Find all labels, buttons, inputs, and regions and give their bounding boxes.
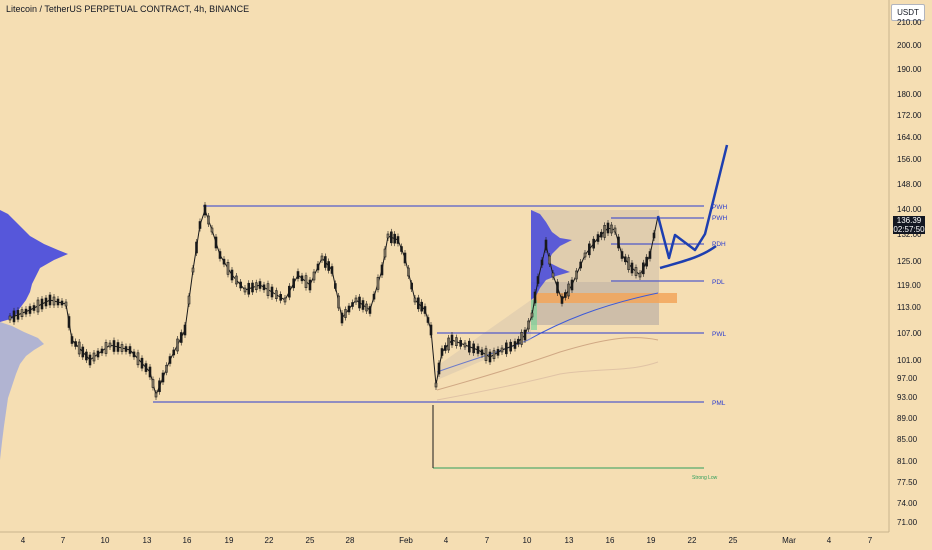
price-tick-label: 81.00 xyxy=(897,457,918,466)
price-tick-label: 74.00 xyxy=(897,499,918,508)
current-price: 136.39 xyxy=(896,216,922,225)
time-tick-label: 25 xyxy=(729,536,738,545)
time-tick-label: 7 xyxy=(61,536,66,545)
level-label-pwh-2: PWH xyxy=(712,215,727,222)
left-volume-profile xyxy=(0,210,68,460)
price-tick-label: 172.00 xyxy=(897,111,922,120)
order-block xyxy=(536,293,677,303)
range-zone xyxy=(531,210,677,330)
time-tick-label: 4 xyxy=(21,536,26,545)
price-tick-label: 132.00 xyxy=(897,230,922,239)
chart-title: Litecoin / TetherUS PERPETUAL CONTRACT, … xyxy=(6,4,250,14)
price-tick-label: 148.00 xyxy=(897,180,922,189)
time-tick-label: 4 xyxy=(827,536,832,545)
level-label-pwl: PWL xyxy=(712,331,726,338)
time-tick-label: 16 xyxy=(606,536,615,545)
current-price-tag: 136.39 02:57:50 xyxy=(893,216,925,234)
price-tick-label: 140.00 xyxy=(897,205,922,214)
price-tick-label: 85.00 xyxy=(897,435,918,444)
time-tick-label: Mar xyxy=(782,536,796,545)
currency-button[interactable]: USDT xyxy=(891,4,925,21)
price-tick-label: 190.00 xyxy=(897,65,922,74)
price-tick-label: 107.00 xyxy=(897,329,922,338)
time-tick-label: 13 xyxy=(143,536,152,545)
price-tick-label: 210.00 xyxy=(897,18,922,27)
level-label-pml: PML xyxy=(712,400,726,407)
projection-path xyxy=(656,144,729,260)
price-tick-label: 93.00 xyxy=(897,393,918,402)
price-tick-label: 97.00 xyxy=(897,374,918,383)
time-tick-label: 28 xyxy=(346,536,355,545)
price-tick-label: 89.00 xyxy=(897,414,918,423)
price-tick-label: 200.00 xyxy=(897,41,922,50)
price-tick-label: 119.00 xyxy=(897,281,921,290)
price-tick-label: 101.00 xyxy=(897,356,922,365)
time-tick-label: 10 xyxy=(101,536,110,545)
time-tick-label: 13 xyxy=(565,536,574,545)
price-tick-label: 71.00 xyxy=(897,518,918,527)
ema-bands xyxy=(436,292,659,401)
candlestick-series xyxy=(8,202,659,400)
price-tick-label: 180.00 xyxy=(897,90,922,99)
time-tick-label: 10 xyxy=(523,536,532,545)
time-tick-label: 7 xyxy=(868,536,873,545)
time-tick-label: Feb xyxy=(399,536,413,545)
price-tick-label: 77.50 xyxy=(897,478,918,487)
price-axis[interactable]: 210.00 200.00 190.00 180.00 172.00 164.00 156.… xyxy=(897,18,922,527)
session-volume-profile xyxy=(531,210,572,300)
time-tick-label: 22 xyxy=(265,536,274,545)
time-tick-label: 19 xyxy=(647,536,656,545)
price-tick-label: 164.00 xyxy=(897,133,922,142)
level-label-pdh: PDH xyxy=(712,241,726,248)
level-label-pwh: PWH xyxy=(712,204,727,211)
projection-curve xyxy=(659,244,717,270)
time-tick-label: 7 xyxy=(485,536,490,545)
bar-countdown: 02:57:50 xyxy=(893,225,925,234)
time-tick-label: 16 xyxy=(183,536,192,545)
level-lines xyxy=(153,205,704,469)
level-label-pdl: PDL xyxy=(712,279,725,286)
price-tick-label: 156.00 xyxy=(897,155,922,164)
time-tick-label: 22 xyxy=(688,536,697,545)
time-tick-label: 25 xyxy=(306,536,315,545)
price-tick-label: 125.00 xyxy=(897,257,922,266)
level-label-strong-low: Strong Low xyxy=(692,475,718,481)
time-axis[interactable]: 4 7 10 13 16 19 22 25 28 Feb 4 7 10 13 16 19 22 25 Mar 4 7 xyxy=(21,536,873,545)
level-labels: PWH PWH PDH PDL PWL PML Strong Low xyxy=(692,204,727,481)
price-tick-label: 113.00 xyxy=(897,303,921,312)
time-tick-label: 4 xyxy=(444,536,449,545)
time-tick-label: 19 xyxy=(225,536,234,545)
